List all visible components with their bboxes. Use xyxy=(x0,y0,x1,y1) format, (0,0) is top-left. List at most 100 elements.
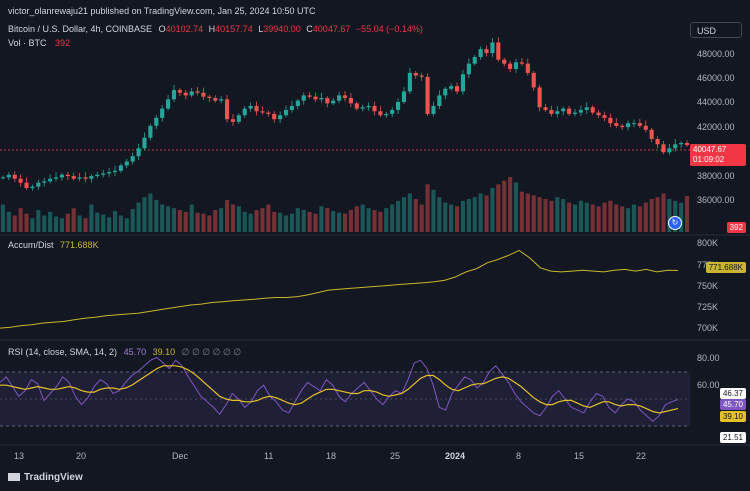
volume-bar xyxy=(348,210,353,232)
volume-bar xyxy=(12,215,17,232)
price-tick-44000: 44000.00 xyxy=(697,97,735,107)
event-marker-icon[interactable]: ↻ xyxy=(668,216,682,230)
candle xyxy=(266,112,271,114)
candle xyxy=(12,174,17,179)
price-tick-38000: 38000.00 xyxy=(697,171,735,181)
candle xyxy=(437,95,442,106)
candle xyxy=(177,90,182,93)
volume-bar xyxy=(71,208,76,232)
candle xyxy=(567,108,572,114)
candle xyxy=(626,123,631,128)
volume-bar xyxy=(260,208,265,232)
candle xyxy=(490,42,495,54)
volume-bar xyxy=(454,206,460,232)
volume-bar xyxy=(608,200,613,232)
candle xyxy=(130,156,135,162)
candle xyxy=(337,95,342,101)
candle xyxy=(372,105,377,112)
volume-bar xyxy=(230,204,236,232)
candle xyxy=(148,125,153,138)
candle xyxy=(620,125,625,128)
candle xyxy=(484,49,489,54)
volume-bar xyxy=(508,177,513,232)
volume-bar xyxy=(578,200,583,232)
volume-bar xyxy=(112,210,118,232)
volume-legend[interactable]: Vol · BTC 392 xyxy=(8,38,71,48)
volume-bar xyxy=(472,197,477,232)
volume-bar xyxy=(437,197,442,232)
candle xyxy=(171,90,177,100)
volume-bar xyxy=(278,212,283,232)
candle xyxy=(684,143,690,146)
ohlc-close: C40047.67 xyxy=(306,24,351,34)
candle xyxy=(48,178,53,182)
candle xyxy=(401,91,407,102)
candle xyxy=(637,123,642,126)
rsi-legend[interactable]: RSI (14, close, SMA, 14, 2) 45.70 39.10 … xyxy=(8,347,242,357)
volume-bar xyxy=(643,202,648,232)
currency-button[interactable]: USD xyxy=(690,22,742,38)
candle xyxy=(325,98,330,104)
candle xyxy=(89,176,94,179)
volume-bar xyxy=(118,215,123,232)
rsi-badge-value: 45.70 xyxy=(719,399,746,410)
volume-bar xyxy=(254,210,259,232)
volume-badge: 392 xyxy=(726,222,746,233)
candle xyxy=(443,88,448,96)
candle xyxy=(195,91,200,93)
volume-bar xyxy=(584,202,589,232)
volume-bar xyxy=(490,188,495,232)
volume-bar xyxy=(354,206,359,232)
time-label-25: 25 xyxy=(390,451,400,461)
volume-bar xyxy=(519,191,524,232)
volume-bar xyxy=(224,199,230,232)
volume-bar xyxy=(189,204,194,232)
ohlc-change: −55.04 (−0.14%) xyxy=(355,24,423,34)
ohlc-high: H40157.74 xyxy=(208,24,253,34)
candle xyxy=(59,174,64,178)
volume-bar xyxy=(65,213,70,232)
candle xyxy=(472,57,477,64)
volume-bar xyxy=(366,208,371,232)
candle xyxy=(596,112,601,116)
candle xyxy=(454,86,460,92)
candle xyxy=(248,105,253,109)
volume-bar xyxy=(77,215,82,232)
volume-bar xyxy=(567,202,572,232)
volume-bar xyxy=(401,197,407,232)
volume-bar xyxy=(484,195,489,232)
volume-bar xyxy=(48,211,53,232)
tradingview-logo[interactable]: TradingView xyxy=(8,472,83,483)
volume-bar xyxy=(325,208,330,232)
volume-bar xyxy=(183,211,188,232)
candle xyxy=(525,63,530,73)
candle xyxy=(283,109,289,116)
candle xyxy=(24,182,29,188)
volume-bar xyxy=(319,206,324,232)
candle xyxy=(166,99,171,109)
candle xyxy=(319,98,324,100)
candle xyxy=(508,63,513,69)
volume-bar xyxy=(42,215,47,232)
candle xyxy=(584,107,589,110)
time-label-13: 13 xyxy=(14,451,24,461)
candle xyxy=(667,148,672,153)
time-label-8: 8 xyxy=(516,451,521,461)
volume-bar xyxy=(272,211,277,232)
symbol-legend[interactable]: Bitcoin / U.S. Dollar, 4h, COINBASE O401… xyxy=(8,24,423,34)
volume-bar xyxy=(466,199,471,232)
candle xyxy=(301,95,306,101)
accum-legend[interactable]: Accum/Dist 771.688K xyxy=(8,240,99,250)
candle xyxy=(390,109,395,114)
volume-bar xyxy=(478,193,483,232)
accum-tick-700k: 700K xyxy=(697,323,718,333)
volume-bar xyxy=(266,204,271,232)
volume-bar xyxy=(142,197,147,232)
candle xyxy=(366,105,371,108)
candle xyxy=(201,92,206,97)
volume-bar xyxy=(513,182,519,232)
candle xyxy=(661,144,666,153)
volume-bar xyxy=(602,202,607,232)
volume-bar xyxy=(614,204,619,232)
